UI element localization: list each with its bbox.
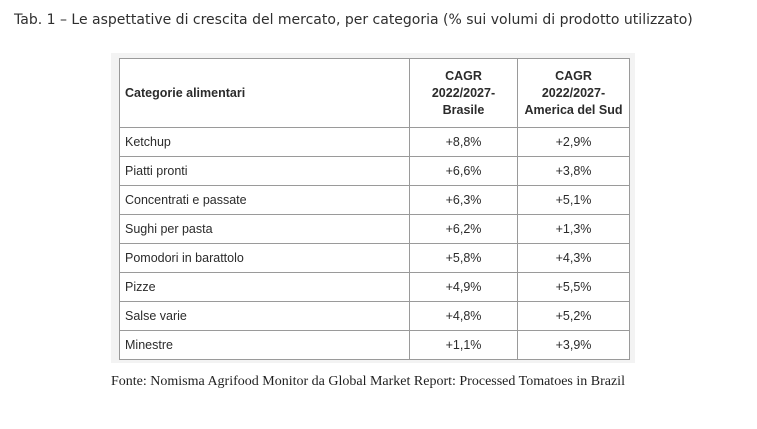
header-row: Categorie alimentari CAGR 2022/2027- Bra…: [119, 58, 630, 128]
category-cell: Ketchup: [119, 127, 410, 157]
south-america-cagr-cell: +5,1%: [517, 185, 630, 215]
table-caption: Tab. 1 – Le aspettative di crescita del …: [14, 12, 693, 28]
brazil-cagr-cell: +6,3%: [409, 185, 518, 215]
header-south-america-line: 2022/2027-: [541, 85, 606, 100]
category-cell: Minestre: [119, 330, 410, 360]
south-america-cagr-cell: +1,3%: [517, 214, 630, 244]
category-cell: Pizze: [119, 272, 410, 302]
header-category: Categorie alimentari: [119, 58, 410, 128]
brazil-cagr-cell: +4,8%: [409, 301, 518, 331]
table-row: Piatti pronti +6,6% +3,8%: [119, 156, 630, 186]
south-america-cagr-cell: +5,2%: [517, 301, 630, 331]
source-note: Fonte: Nomisma Agrifood Monitor da Globa…: [111, 374, 625, 389]
table-image: Categorie alimentari CAGR 2022/2027- Bra…: [111, 53, 635, 363]
table-row: Sughi per pasta +6,2% +1,3%: [119, 214, 630, 244]
table-row: Minestre +1,1% +3,9%: [119, 330, 630, 360]
header-south-america-line: America del Sud: [524, 102, 623, 117]
brazil-cagr-cell: +8,8%: [409, 127, 518, 157]
table-row: Concentrati e passate +6,3% +5,1%: [119, 185, 630, 215]
header-brazil-line: 2022/2027-: [431, 85, 496, 100]
table-row: Ketchup +8,8% +2,9%: [119, 127, 630, 157]
category-cell: Pomodori in barattolo: [119, 243, 410, 273]
south-america-cagr-cell: +3,8%: [517, 156, 630, 186]
brazil-cagr-cell: +6,2%: [409, 214, 518, 244]
header-brazil: CAGR 2022/2027- Brasile: [409, 58, 518, 128]
growth-table: Categorie alimentari CAGR 2022/2027- Bra…: [119, 58, 630, 360]
brazil-cagr-cell: +6,6%: [409, 156, 518, 186]
header-south-america-line: CAGR: [555, 68, 592, 83]
brazil-cagr-cell: +5,8%: [409, 243, 518, 273]
table-row: Pomodori in barattolo +5,8% +4,3%: [119, 243, 630, 273]
table-row: Pizze +4,9% +5,5%: [119, 272, 630, 302]
header-south-america: CAGR 2022/2027- America del Sud: [517, 58, 630, 128]
header-brazil-line: CAGR: [445, 68, 482, 83]
brazil-cagr-cell: +4,9%: [409, 272, 518, 302]
table-row: Salse varie +4,8% +5,2%: [119, 301, 630, 331]
brazil-cagr-cell: +1,1%: [409, 330, 518, 360]
category-cell: Concentrati e passate: [119, 185, 410, 215]
south-america-cagr-cell: +4,3%: [517, 243, 630, 273]
category-cell: Sughi per pasta: [119, 214, 410, 244]
south-america-cagr-cell: +3,9%: [517, 330, 630, 360]
category-cell: Piatti pronti: [119, 156, 410, 186]
header-brazil-line: Brasile: [442, 102, 485, 117]
south-america-cagr-cell: +2,9%: [517, 127, 630, 157]
category-cell: Salse varie: [119, 301, 410, 331]
south-america-cagr-cell: +5,5%: [517, 272, 630, 302]
